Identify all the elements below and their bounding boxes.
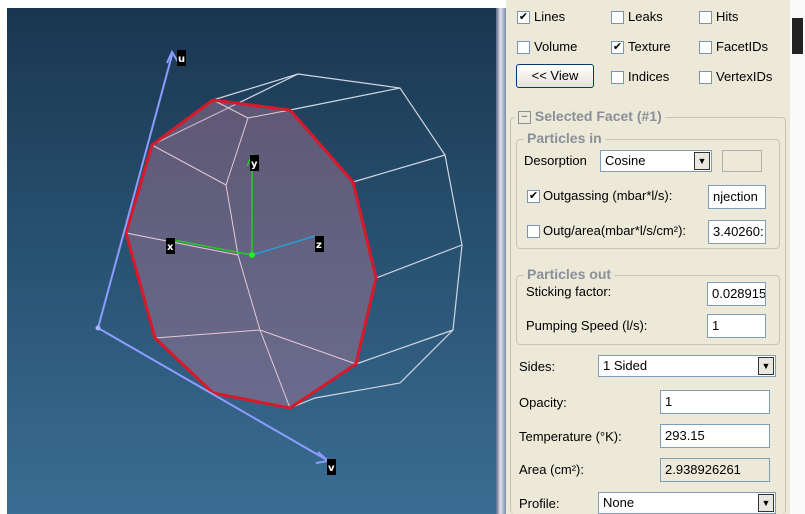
volume-label: Volume: [534, 39, 578, 54]
outg-area-input[interactable]: 3.40260:: [708, 220, 766, 244]
leaks-checkbox[interactable]: [611, 11, 624, 24]
selected-facet-title: − Selected Facet (#1): [515, 108, 665, 124]
particles-out-title: Particles out: [524, 266, 615, 282]
indices-label: Indices: [628, 69, 670, 84]
opacity-input[interactable]: 1: [660, 390, 770, 414]
v-axis-label: v: [328, 463, 335, 474]
x-axis-label: x: [167, 242, 174, 253]
particles-out-group: [516, 275, 780, 345]
particles-in-title: Particles in: [524, 130, 605, 146]
selected-facet-title-text: Selected Facet (#1): [534, 108, 662, 124]
profile-label: Profile:: [519, 496, 560, 511]
xyz-axes: [172, 153, 316, 256]
desorption-value: Cosine: [605, 153, 646, 168]
profile-select[interactable]: None ▼: [598, 492, 776, 514]
texture-checkbox[interactable]: ✔: [611, 41, 624, 54]
volume-checkbox[interactable]: [517, 41, 530, 54]
facet-mesh-lines: [125, 99, 357, 409]
panel-splitter[interactable]: [496, 8, 506, 514]
selected-facet-edges: [124, 98, 378, 410]
pumping-speed-input[interactable]: 1: [707, 314, 766, 338]
lines-label: Lines: [534, 9, 566, 24]
texture-label: Texture: [628, 39, 671, 54]
facet-ids-checkbox[interactable]: [699, 41, 712, 54]
outgassing-input[interactable]: njection: [708, 185, 766, 209]
xyz-origin: [249, 252, 255, 258]
sides-value: 1 Sided: [603, 358, 648, 373]
chevron-down-icon[interactable]: ▼: [758, 357, 774, 375]
hits-checkbox[interactable]: [699, 11, 712, 24]
hits-label: Hits: [716, 9, 739, 24]
outg-area-label: Outg/area(mbar*l/s/cm²):: [543, 223, 687, 238]
sides-label: Sides:: [519, 359, 556, 374]
chevron-down-icon[interactable]: ▼: [758, 494, 774, 512]
particles-in-group: [516, 139, 780, 249]
vertex-ids-label: VertexIDs: [716, 69, 773, 84]
collapse-icon[interactable]: −: [518, 111, 531, 124]
outgassing-label: Outgassing (mbar*l/s):: [543, 188, 673, 203]
viewer-canvas[interactable]: u v y x z: [7, 8, 496, 514]
opacity-label: Opacity:: [519, 395, 567, 410]
lines-checkbox[interactable]: ✔: [517, 11, 530, 24]
facet-ids-label: FacetIDs: [716, 39, 769, 54]
leaks-label: Leaks: [628, 9, 663, 24]
chevron-down-icon[interactable]: ▼: [694, 152, 710, 170]
uv-origin: [95, 325, 101, 331]
outgassing-checkbox[interactable]: ✔: [527, 190, 540, 203]
z-axis-label: z: [316, 240, 322, 251]
view-toggle-button[interactable]: << View: [516, 64, 594, 88]
geometry-viewer[interactable]: u v y x z: [7, 8, 496, 514]
temperature-input[interactable]: 293.15: [660, 424, 770, 448]
sticking-factor-label: Sticking factor:: [526, 284, 612, 299]
area-value-field: 2.938926261: [660, 458, 770, 482]
desorption-param-field[interactable]: [722, 150, 762, 172]
u-axis-label: u: [178, 54, 185, 65]
facet-panel: ✔ Lines Leaks Hits Volume ✔ Texture Face…: [506, 0, 790, 514]
pumping-speed-label: Pumping Speed (l/s):: [526, 318, 648, 333]
temperature-label: Temperature (°K):: [519, 429, 622, 444]
y-axis-label: y: [251, 159, 258, 170]
outg-area-checkbox[interactable]: [527, 225, 540, 238]
vertex-ids-checkbox[interactable]: [699, 71, 712, 84]
sticking-factor-input[interactable]: 0.028915: [707, 282, 766, 306]
desorption-label: Desorption: [524, 153, 587, 168]
area-label: Area (cm²):: [519, 462, 584, 477]
prism-wireframe: [151, 73, 463, 409]
scrollbar[interactable]: [790, 0, 805, 514]
scrollbar-thumb[interactable]: [792, 18, 803, 54]
sides-select[interactable]: 1 Sided ▼: [598, 355, 776, 377]
profile-value: None: [603, 495, 635, 510]
indices-checkbox[interactable]: [611, 71, 624, 84]
desorption-select[interactable]: Cosine ▼: [600, 150, 712, 172]
